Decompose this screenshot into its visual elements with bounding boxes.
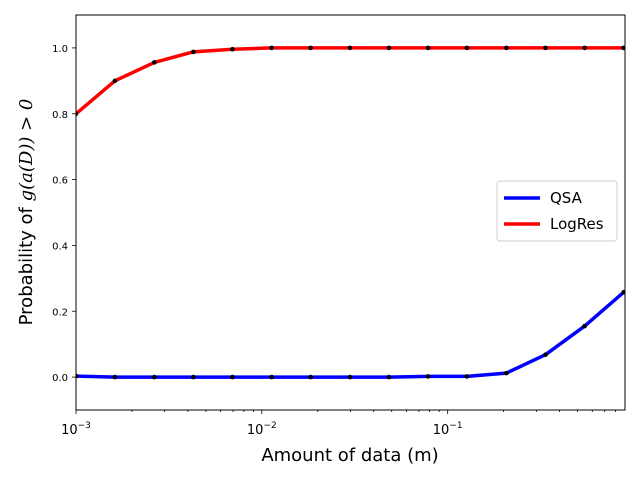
x-tick-label: 10−3 (61, 421, 91, 438)
y-tick-label: 0.4 (52, 241, 68, 252)
series-line-qsa (76, 290, 625, 379)
x-axis-ticks: 10−3 10−2 10−1 (61, 410, 616, 438)
data-point-logres (230, 46, 235, 52)
legend-box (496, 180, 618, 242)
legend: QSA LogRes (496, 180, 618, 242)
data-point-qsa (308, 374, 313, 380)
data-point-qsa (582, 323, 587, 329)
data-point-logres (347, 45, 353, 51)
data-point-logres (582, 45, 587, 51)
data-point-qsa (191, 374, 196, 380)
data-point-logres (269, 45, 274, 51)
legend-label-logres: LogRes (550, 215, 604, 233)
x-tick-label: 10−1 (433, 421, 463, 438)
data-point-logres (152, 60, 157, 65)
legend-label-qsa: QSA (550, 189, 583, 207)
y-tick-label: 0.6 (52, 176, 68, 187)
data-point-qsa (425, 374, 431, 379)
data-point-logres (308, 45, 313, 51)
y-tick-label: 1.0 (52, 44, 68, 55)
data-point-logres (425, 45, 431, 51)
data-point-logres (386, 45, 392, 51)
data-point-qsa (230, 374, 235, 380)
data-point-qsa (347, 374, 353, 380)
x-tick-label: 10−2 (247, 421, 277, 438)
y-tick-label: 0.0 (52, 373, 68, 384)
y-tick-label: 0.8 (52, 110, 68, 121)
data-point-logres (621, 45, 625, 51)
x-axis-label: Amount of data (m) (261, 445, 438, 466)
data-point-qsa (543, 352, 548, 358)
data-point-logres (543, 45, 548, 51)
data-point-qsa (76, 373, 79, 379)
data-point-logres (76, 111, 79, 117)
y-axis-ticks: 0.0 0.2 0.4 0.6 0.8 1.0 (52, 44, 76, 384)
data-point-qsa (152, 374, 157, 380)
data-point-logres (504, 45, 509, 51)
data-point-qsa (386, 374, 392, 380)
data-point-logres (191, 49, 196, 55)
data-point-qsa (621, 289, 625, 295)
data-point-qsa (269, 374, 274, 380)
data-point-logres (464, 45, 470, 51)
data-point-qsa (504, 370, 509, 376)
y-tick-label: 0.2 (52, 307, 68, 318)
y-axis-label: Probability of g(a(D)) > 0 (16, 99, 37, 326)
plot-area (75, 14, 626, 411)
data-point-qsa (112, 374, 118, 380)
series-line-logres (76, 46, 624, 116)
data-point-logres (112, 78, 118, 84)
data-point-qsa (464, 374, 470, 379)
